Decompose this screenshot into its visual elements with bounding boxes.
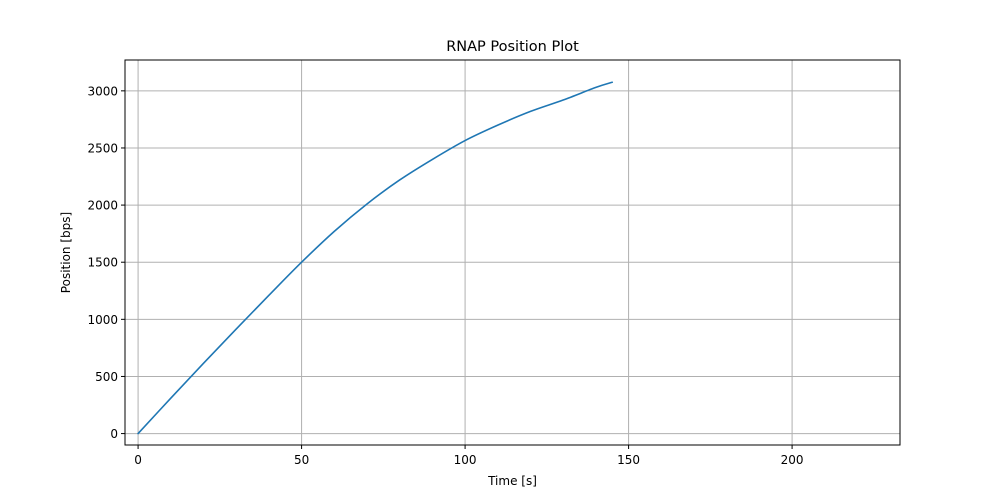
y-tick-label: 3000 bbox=[87, 84, 118, 98]
y-tick-label: 1500 bbox=[87, 256, 118, 270]
y-tick-label: 0 bbox=[110, 427, 118, 441]
x-tick-label: 50 bbox=[294, 453, 309, 467]
x-tick-label: 100 bbox=[454, 453, 477, 467]
series-layer bbox=[137, 81, 614, 435]
y-tick-label: 2500 bbox=[87, 141, 118, 155]
x-tick-label: 200 bbox=[781, 453, 804, 467]
x-tick-label: 0 bbox=[134, 453, 142, 467]
plot-frame bbox=[124, 59, 901, 446]
x-tick-label: 150 bbox=[617, 453, 640, 467]
series-line bbox=[137, 81, 614, 435]
y-tick-label: 2000 bbox=[87, 199, 118, 213]
y-tick-label: 500 bbox=[95, 370, 118, 384]
grid-lines bbox=[125, 60, 900, 445]
x-axis-label: Time [s] bbox=[487, 474, 537, 488]
y-axis-label: Position [bps] bbox=[59, 212, 73, 293]
y-tick-label: 1000 bbox=[87, 313, 118, 327]
chart-title: RNAP Position Plot bbox=[446, 39, 579, 55]
